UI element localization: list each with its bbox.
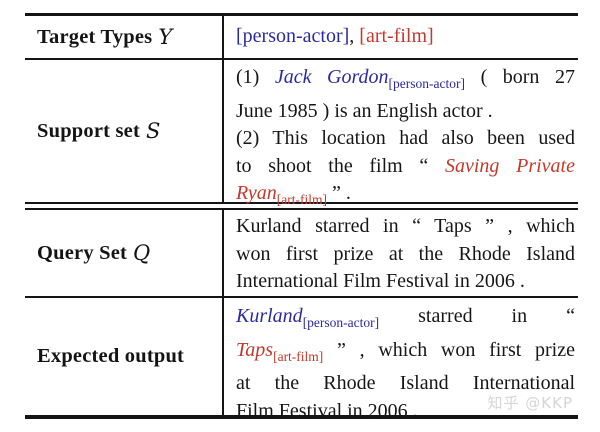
expected-text: ” , which won first prize [323,338,575,361]
expected-output-label: Expected output [37,345,185,367]
support-sentence-2-line-3: Ryan[art-film] ” . [236,180,575,214]
table-rule [25,296,578,298]
support-set-value-cell: (1) Jack Gordon[person-actor] ( born 27 … [222,60,578,207]
query-line-3: International Film Festival in 2006 . [236,270,525,292]
table-double-rule-upper [25,202,578,204]
target-types-symbol: Y [158,25,173,49]
few-shot-ner-example-table: Target Types Y [person-actor], [art-film… [25,13,578,422]
table-double-rule-lower [25,208,578,210]
expected-line-4: Film Festival in 2006 . [236,399,418,422]
expected-text: starred in “ [379,305,575,327]
query-set-symbol: Q [133,241,151,265]
expected-line-3: at the Rhode Island International [236,372,575,394]
support-set-label: Support set [37,119,141,142]
query-set-label-cell: Query Set Q [25,210,222,296]
query-set-value-cell: Kurland starred in “ Taps ” , which won … [222,210,578,296]
support-sentence-2-line-2: to shoot the film “ Saving Private [236,153,575,181]
expected-output-label-cell: Expected output [25,298,222,415]
support-set-label-cell: Support set S [25,60,222,202]
target-types-label-cell: Target Types Y [25,16,222,58]
type-person-actor: [person-actor] [236,25,350,48]
table-rule [25,58,578,60]
support-sentence-1-line-2: June 1985 ) is an English actor . [236,99,493,122]
expected-line-2: Taps[art-film] ” , which won first prize [236,337,575,371]
zhihu-watermark: 知乎 @KKP [487,394,573,412]
entity-kurland: Kurland [236,305,303,327]
query-line-2: won first prize at the Rhode Island [236,242,575,265]
type-separator: , [349,25,360,48]
support-text: ( born 27 [465,66,575,88]
table-row-support-set: Support set S (1) Jack Gordon[person-act… [25,60,578,207]
type-art-film: [art-film] [359,25,434,48]
entity-tag-art-film: [art-film] [273,348,324,364]
target-types-list: [person-actor], [art-film] [236,23,434,51]
entity-tag-person-actor: [person-actor] [302,315,380,330]
expected-line-1: Kurland[person-actor] starred in “ [236,303,575,337]
query-set-label: Query Set [37,241,128,264]
entity-taps: Taps [236,338,274,361]
target-types-value-cell: [person-actor], [art-film] [222,16,578,58]
entity-saving-private: Saving Private [445,154,575,177]
expected-output-value-cell: Kurland[person-actor] starred in “ Taps[… [222,298,578,422]
table-top-rule [25,13,578,16]
target-types-label: Target Types [37,25,153,48]
entity-tag-art-film: [art-film] [276,192,327,207]
entity-ryan: Ryan [236,182,277,204]
entity-jack-gordon: Jack Gordon [274,66,389,88]
entity-tag-person-actor: [person-actor] [388,76,466,91]
table-row-expected-output: Expected output Kurland[person-actor] st… [25,298,578,422]
support-set-symbol: S [146,119,161,143]
support-text: to shoot the film “ [236,154,445,177]
table-row-query-set: Query Set Q Kurland starred in “ Taps ” … [25,210,578,296]
support-sentence-2-line-1: (2) This location had also been used [236,127,575,149]
support-sentence-1-line-1: (1) Jack Gordon[person-actor] ( born 27 [236,64,575,98]
table-bottom-rule [25,415,578,419]
query-line-1: Kurland starred in “ Taps ” , which [236,215,575,237]
support-text: ” . [326,182,351,204]
table-row-target-types: Target Types Y [person-actor], [art-film… [25,16,578,58]
support-text: (1) [236,66,275,88]
